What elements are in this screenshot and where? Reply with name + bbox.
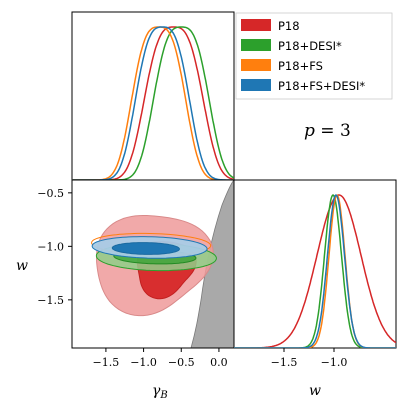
- x-tick-label: −1.0: [130, 356, 157, 369]
- y-tick-label: −0.5: [37, 187, 64, 200]
- legend-label: P18+FS+DESI*: [278, 79, 365, 93]
- y-axis-label: w: [16, 258, 28, 274]
- y-tick-label: −1.5: [37, 294, 64, 307]
- legend-label: P18+DESI*: [278, 39, 342, 53]
- y-tick-label: −1.0: [37, 240, 64, 253]
- w-marginal-panel: −1.5 −1.0 w: [233, 179, 397, 399]
- marginal-curve: [72, 26, 234, 180]
- marginal-curve: [72, 26, 234, 180]
- legend-swatch: [241, 19, 271, 31]
- x-tick-label: 0.0: [210, 356, 228, 369]
- w-marginal-frame: [233, 179, 397, 349]
- contour-panel: −1.5 −1.0 −0.5 0.0 −0.5 −1.0 −1.5 γB w: [16, 179, 235, 401]
- contour-P18FSDESI-68: [111, 242, 180, 255]
- x-tick-label: −0.5: [168, 356, 195, 369]
- p-annotation: p = 3: [304, 121, 351, 141]
- legend-swatch: [241, 39, 271, 51]
- marginal-curve: [234, 194, 396, 348]
- legend-label: P18: [278, 19, 300, 33]
- marginal-curve: [72, 26, 234, 180]
- gammaB-marginal-panel: [71, 11, 235, 181]
- w-tick-label: −1.0: [321, 356, 348, 369]
- gammaB-marginal-frame: [71, 11, 235, 181]
- w-tick-label: −1.5: [271, 356, 298, 369]
- w-axis-label: w: [309, 383, 321, 399]
- marginal-curve: [234, 194, 396, 348]
- legend: P18 P18+DESI* P18+FS P18+FS+DESI*: [235, 12, 393, 100]
- legend-swatch: [241, 59, 271, 71]
- x-axis-label: γB: [152, 383, 168, 401]
- marginal-curve: [234, 194, 396, 348]
- legend-swatch: [241, 79, 271, 91]
- marginal-curve: [234, 194, 396, 348]
- legend-label: P18+FS: [278, 59, 323, 73]
- x-tick-label: −1.5: [93, 356, 120, 369]
